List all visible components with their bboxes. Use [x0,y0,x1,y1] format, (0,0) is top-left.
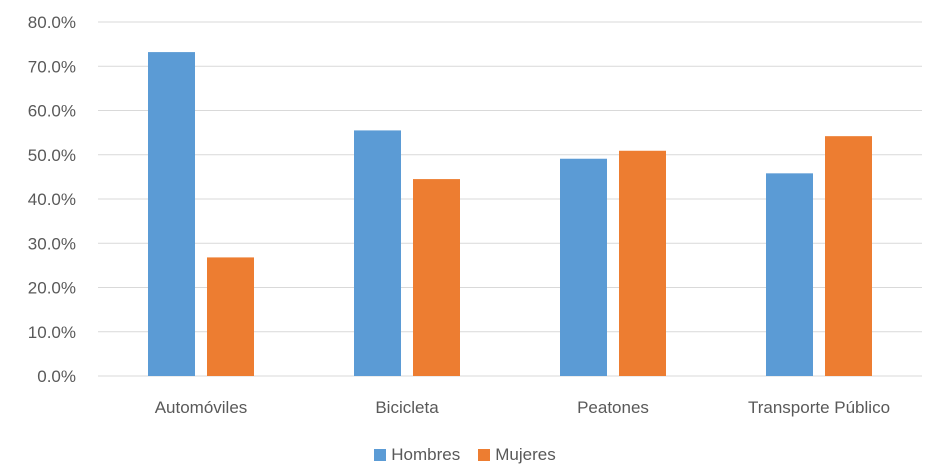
y-tick-label: 10.0% [28,323,76,342]
y-tick-label: 40.0% [28,190,76,209]
bar-mujeres-2 [619,150,666,376]
bar-hombres-1 [354,130,401,376]
legend-swatch-hombres [374,449,387,461]
y-axis-ticks: 0.0% 10.0% 20.0% 30.0% 40.0% 50.0% 60.0% 70.0% 8… [28,13,76,386]
x-axis-ticks: Automóviles Bicicleta Peatones Transporte P… [155,398,890,417]
x-tick-label: Peatones [577,398,649,417]
legend-label-mujeres: Mujeres [495,445,556,464]
y-tick-label: 50.0% [28,146,76,165]
legend-swatch-mujeres [478,449,491,461]
x-tick-label: Bicicleta [375,398,439,417]
y-tick-label: 70.0% [28,57,76,76]
bar-hombres-3 [766,173,813,376]
chart-legend: Hombres Mujeres [0,445,930,465]
y-tick-label: 30.0% [28,234,76,253]
legend-item-mujeres: Mujeres [478,445,556,465]
bar-hombres-2 [560,158,607,376]
x-tick-label: Automóviles [155,398,248,417]
legend-label-hombres: Hombres [391,445,461,464]
x-tick-label: Transporte Público [748,398,890,417]
bars [148,52,872,377]
y-tick-label: 80.0% [28,13,76,32]
bar-hombres-0 [148,52,195,377]
y-tick-label: 60.0% [28,102,76,121]
bar-mujeres-3 [825,136,872,376]
legend-item-hombres: Hombres [374,445,460,465]
y-tick-label: 20.0% [28,279,76,298]
y-tick-label: 0.0% [37,367,76,386]
bar-mujeres-1 [413,179,460,376]
bar-mujeres-0 [207,257,254,376]
